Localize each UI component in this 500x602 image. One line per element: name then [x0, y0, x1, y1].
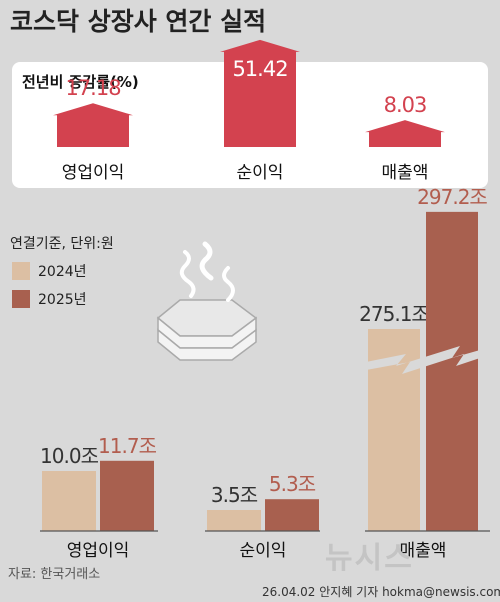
page-title: 코스닥 상장사 연간 실적 [10, 7, 266, 36]
growth-arrow-2 [365, 120, 445, 147]
bar-label-매출액-2024년: 275.1조 [359, 302, 429, 326]
source-text: 자료: 한국거래소 [8, 567, 100, 582]
axis-break [366, 346, 480, 374]
growth-value-1: 51.42 [232, 57, 287, 81]
credit-text: 26.04.02 안지혜 기자 hokma@newsis.com [262, 585, 500, 599]
legend-label-2024: 2024년 [38, 264, 87, 280]
melting-ice-icon [156, 241, 258, 361]
growth-value-2: 8.03 [384, 93, 427, 117]
growth-category-2: 매출액 [382, 163, 429, 183]
bar-영업이익-2025년 [100, 460, 154, 531]
bar-순이익-2024년 [207, 510, 261, 531]
bar-매출액-2025년 [426, 211, 478, 531]
legend-swatch-2024 [12, 262, 30, 280]
bar-label-영업이익-2024년: 10.0조 [40, 444, 99, 468]
growth-value-0: 17.18 [65, 76, 120, 100]
growth-arrows: 17.18 영업이익 51.42 순이익 8.03 매출액 [53, 39, 445, 183]
bar-순이익-2025년 [265, 499, 319, 531]
legend-label-2025: 2025년 [38, 292, 87, 308]
legend-swatch-2025 [12, 290, 30, 308]
bar-label-순이익-2025년: 5.3조 [269, 472, 316, 496]
bar-영업이익-2024년 [42, 471, 96, 531]
legend-title: 연결기준, 단위:원 [10, 236, 114, 252]
bar-label-매출액-2025년: 297.2조 [417, 185, 487, 209]
panel-title: 전년비 증감률(%) [22, 73, 139, 91]
legend: 연결기준, 단위:원 2024년 2025년 [10, 236, 114, 308]
growth-arrow-0 [53, 103, 133, 147]
bar-category-2: 매출액 [400, 541, 447, 561]
growth-category-0: 영업이익 [62, 163, 125, 183]
growth-category-1: 순이익 [237, 163, 284, 183]
watermark: 뉴시스 [325, 541, 414, 576]
bar-category-1: 순이익 [240, 541, 287, 561]
bar-label-순이익-2024년: 3.5조 [211, 483, 258, 507]
bar-label-영업이익-2025년: 11.7조 [98, 434, 157, 458]
growth-arrow-1 [220, 39, 300, 147]
bar-category-0: 영업이익 [67, 541, 130, 561]
